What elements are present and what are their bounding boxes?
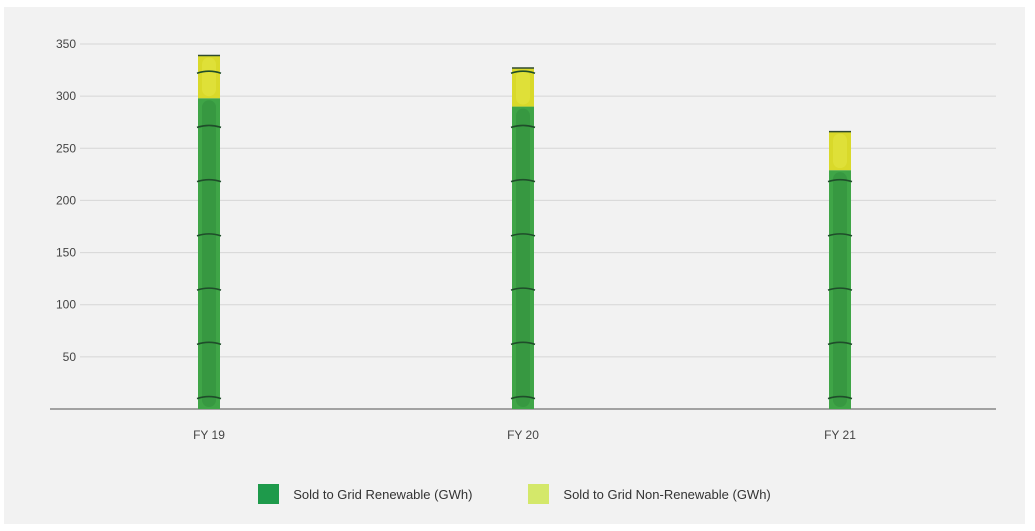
legend-label-non-renewable: Sold to Grid Non-Renewable (GWh) — [563, 486, 771, 502]
bar-joint — [827, 287, 853, 291]
chart-legend: Sold to Grid Renewable (GWh) Sold to Gri… — [4, 484, 1025, 504]
bar-renewable-texture — [516, 108, 530, 408]
bar-non-renewable — [198, 55, 220, 99]
bar-joint — [827, 178, 853, 183]
legend-item-non-renewable: Sold to Grid Non-Renewable (GWh) — [528, 484, 771, 504]
y-tick-label: 300 — [56, 89, 76, 103]
y-tick-label: 150 — [56, 246, 76, 260]
legend-swatch-non-renewable — [528, 484, 550, 504]
bar-joint — [827, 233, 853, 237]
legend-label-renewable: Sold to Grid Renewable (GWh) — [293, 486, 473, 502]
bar-joint — [196, 70, 222, 74]
bar-renewable-texture — [202, 100, 216, 407]
bar-joint — [510, 341, 536, 346]
x-tick-label: FY 20 — [507, 428, 539, 442]
bar-non-renewable — [829, 131, 851, 171]
bar-joint — [196, 233, 222, 237]
y-tick-label: 50 — [63, 350, 77, 364]
x-tick-label: FY 21 — [824, 428, 856, 442]
bar-joint — [827, 341, 853, 346]
y-tick-label: 100 — [56, 298, 76, 312]
bar-renewable-texture — [833, 172, 847, 407]
bar-joint — [827, 395, 853, 400]
bar-non-renewable-texture — [516, 69, 530, 105]
bar-non-renewable — [512, 67, 534, 107]
legend-item-renewable: Sold to Grid Renewable (GWh) — [258, 484, 472, 504]
bar-renewable — [829, 170, 851, 409]
bar-joint — [196, 287, 222, 291]
bar-joint — [196, 395, 222, 400]
bar-joint — [510, 233, 536, 237]
bar-joint — [510, 395, 536, 400]
chart-panel: 50 100 150 200 250 300 350 FY 19 FY 20 FY 21 Sold… — [4, 7, 1025, 524]
bar-joint — [510, 70, 536, 74]
bar-non-renewable-texture — [833, 133, 847, 169]
bar-joint — [196, 341, 222, 346]
x-tick-label: FY 19 — [193, 428, 225, 442]
bar-renewable — [198, 98, 220, 409]
y-tick-label: 200 — [56, 193, 76, 207]
bar-joint — [510, 124, 536, 129]
bar-joint — [196, 178, 222, 183]
y-tick-label: 350 — [56, 37, 76, 51]
legend-swatch-renewable — [258, 484, 280, 504]
bar-renewable — [512, 106, 534, 410]
bar-joint — [510, 178, 536, 183]
bar-joint — [196, 124, 222, 129]
bar-chart: 50 100 150 200 250 300 350 FY 19 FY 20 FY 21 — [50, 37, 996, 442]
bar-non-renewable-texture — [202, 57, 216, 97]
bar-joint — [510, 287, 536, 291]
y-tick-label: 250 — [56, 141, 76, 155]
